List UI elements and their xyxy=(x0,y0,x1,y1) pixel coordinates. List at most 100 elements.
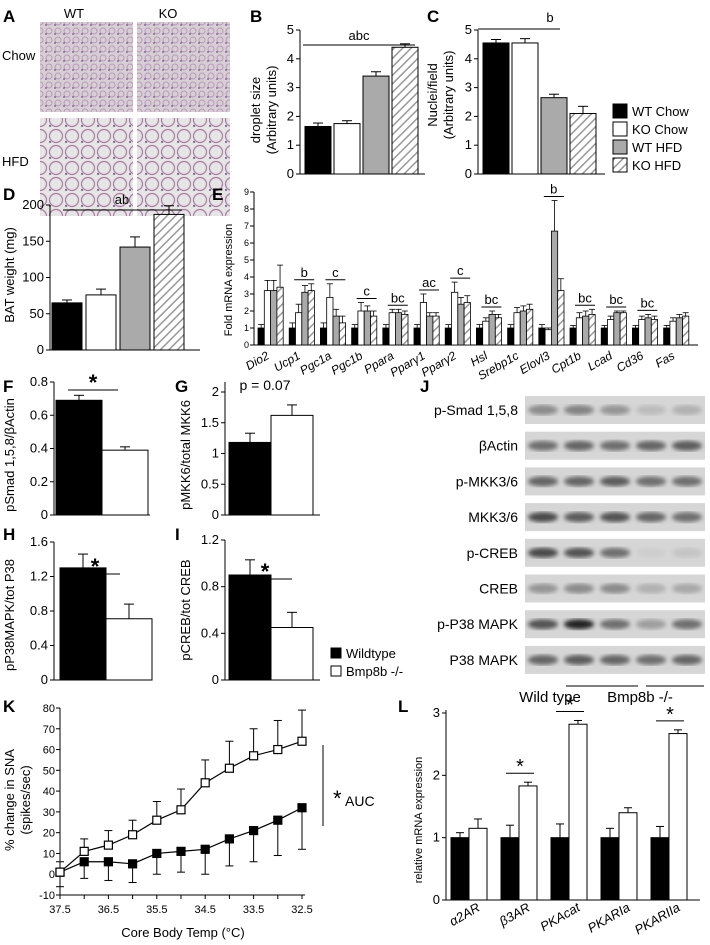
gene-label: β3AR xyxy=(496,900,533,930)
blot-band xyxy=(635,583,667,594)
blot-band xyxy=(671,547,703,558)
sig-label: c xyxy=(457,263,464,278)
point-wildtype xyxy=(273,815,283,825)
y-tick-label: 1.6 xyxy=(30,534,48,549)
point-wildtype xyxy=(249,825,259,836)
bar-bmp8b- xyxy=(518,785,538,901)
blot-band xyxy=(599,619,631,630)
panel-i-bars xyxy=(228,559,314,681)
bar-ko-hfd xyxy=(401,313,409,346)
bar-wt-hfd xyxy=(119,246,151,351)
panel-l-bars xyxy=(450,719,688,901)
bar-ko-hfd xyxy=(494,317,502,346)
panel-l-gene-labels: α2AR β3AR PKAcat PKARIa PKARIIa xyxy=(447,899,683,938)
sig-label: bc xyxy=(578,290,592,305)
point-bmp8b- xyxy=(55,867,65,877)
panel-b-ylabel-2: (Arbitrary units) xyxy=(264,66,279,155)
panel-b-bars xyxy=(304,43,419,175)
sig-label: bc xyxy=(641,295,655,310)
bar-ko-chow xyxy=(85,294,117,351)
histology-ko-chow xyxy=(137,22,230,112)
blot-label: P38 MAPK xyxy=(450,652,519,668)
blot-label: βActin xyxy=(479,438,518,454)
panel-h-sig: * xyxy=(91,554,100,579)
y-tick-label: 1 xyxy=(465,137,472,152)
panel-b-sig: abc xyxy=(349,28,370,43)
blot-band xyxy=(671,440,703,451)
gene-label: Fas xyxy=(653,348,677,370)
y-tick-label: 50 xyxy=(30,306,44,321)
bar-wt-chow xyxy=(538,327,546,346)
point-bmp8b- xyxy=(128,830,138,840)
bar-ko-chow xyxy=(357,310,365,346)
panel-a-row-chow: Chow xyxy=(2,48,36,63)
legend-swatch-wildtype xyxy=(330,647,342,659)
bar-wt-hfd xyxy=(270,290,278,346)
legend-wt-hfd: WT HFD xyxy=(632,140,682,155)
y-tick-label: 5 xyxy=(244,255,249,265)
legend-swatch-wt-hfd xyxy=(612,139,628,155)
bar-wt-hfd xyxy=(613,312,621,346)
panel-d-bars xyxy=(51,205,185,351)
bar-wildtype xyxy=(650,837,670,901)
blot-band xyxy=(599,476,631,487)
bar-ko-chow xyxy=(419,302,427,346)
bar-ko-hfd xyxy=(619,312,627,346)
bar-ko-chow xyxy=(638,319,646,346)
bar-ko-chow xyxy=(669,320,677,346)
panel-k-sig: * xyxy=(333,786,342,811)
bar-wt-hfd xyxy=(582,315,590,346)
bar-ko-hfd xyxy=(569,113,597,175)
y-tick-label: 0.4 xyxy=(201,625,219,640)
panel-a: A WT KO Chow HFD xyxy=(2,6,230,216)
panel-letter-j: J xyxy=(420,377,429,396)
histology-ko-hfd xyxy=(137,118,230,216)
bar-ko-chow xyxy=(607,319,615,346)
panel-k-xticks: 37.5 36.5 35.5 34.5 33.5 32.5 xyxy=(49,895,313,916)
panel-l: L relative mRNA expression 0 1 2 3 α2AR β3AR… xyxy=(398,694,700,938)
panel-h: H pP38MAPK/tot P38 0 0.4 0.8 1.2 1.6 * xyxy=(2,525,153,687)
panel-l-ylabel: relative mRNA expression xyxy=(413,757,425,884)
y-tick-label: 0.4 xyxy=(30,441,48,456)
point-wildtype xyxy=(297,803,307,813)
gene-label: Cpt1b xyxy=(549,348,584,376)
bar-ko-hfd xyxy=(391,46,419,175)
x-tick-label: 33.5 xyxy=(243,904,264,916)
y-tick-label: 2 xyxy=(244,306,249,316)
y-tick-label: 150 xyxy=(22,233,44,248)
y-tick-label: 0 xyxy=(49,869,55,881)
gene-label: PKARIa xyxy=(585,900,633,936)
point-wildtype xyxy=(103,857,114,867)
bar-bmp8b- xyxy=(618,812,638,901)
y-tick-label: 0.8 xyxy=(30,374,48,389)
panel-h-yticks: 0 0.4 0.8 1.2 1.6 xyxy=(30,534,54,687)
y-tick-label: 0.8 xyxy=(30,603,48,618)
point-bmp8b- xyxy=(297,736,307,746)
y-tick-label: 0 xyxy=(37,342,44,357)
sig-label: c xyxy=(332,265,339,280)
bar-wt-hfd xyxy=(362,75,390,175)
bar-ko-hfd xyxy=(682,315,690,346)
point-bmp8b- xyxy=(273,744,283,755)
y-tick-label: 2 xyxy=(433,767,440,782)
bar-wt-chow xyxy=(569,327,577,346)
y-tick-label: 20 xyxy=(43,828,55,840)
blot-band xyxy=(635,547,667,558)
panel-b-ylabel-1: droplet size xyxy=(248,77,263,143)
point-wildtype xyxy=(200,844,210,854)
x-tick-label: 36.5 xyxy=(98,904,119,916)
gene-label: Lcad xyxy=(585,348,615,373)
panel-k-xlabel: Core Body Temp (°C) xyxy=(121,925,244,940)
y-tick-label: 0 xyxy=(244,340,249,350)
blot-band xyxy=(527,619,559,630)
blot-band xyxy=(635,512,667,523)
bar-ko-chow xyxy=(482,320,490,346)
bar-wt-hfd xyxy=(644,317,652,346)
blot-band xyxy=(671,476,703,487)
legend-ko-chow: KO Chow xyxy=(632,122,688,137)
panel-letter-k: K xyxy=(3,697,16,716)
y-tick-label: 4 xyxy=(287,51,294,66)
legend-bmp8b-ko: Bmp8b -/- xyxy=(346,664,403,679)
